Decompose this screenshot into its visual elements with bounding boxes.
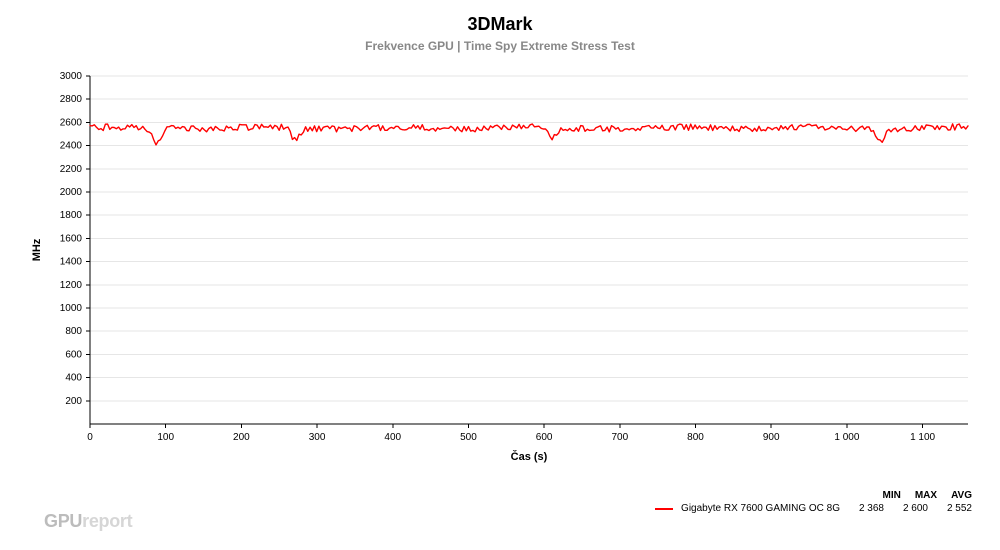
svg-text:800: 800 [687,432,704,443]
legend-col-min: MIN [882,490,900,501]
legend-col-avg: AVG [951,490,972,501]
svg-text:600: 600 [65,349,82,360]
svg-text:2000: 2000 [60,187,83,198]
svg-text:3000: 3000 [60,71,83,82]
legend-swatch-icon [655,508,673,510]
chart-root: 3DMark Frekvence GPU | Time Spy Extreme … [0,0,1000,550]
svg-text:1 000: 1 000 [834,432,859,443]
svg-text:1200: 1200 [60,280,83,291]
plot-area: 2004006008001000120014001600180020002200… [0,0,1000,550]
watermark: GPUreport [44,511,132,532]
svg-text:200: 200 [233,432,250,443]
svg-text:600: 600 [536,432,553,443]
svg-text:800: 800 [65,326,82,337]
svg-text:MHz: MHz [31,238,43,261]
legend-col-max: MAX [915,490,937,501]
svg-text:1600: 1600 [60,233,83,244]
legend-avg: 2 552 [942,503,972,514]
legend: MIN MAX AVG Gigabyte RX 7600 GAMING OC 8… [655,490,972,514]
svg-text:700: 700 [611,432,628,443]
svg-text:2800: 2800 [60,94,83,105]
legend-row: Gigabyte RX 7600 GAMING OC 8G 2 368 2 60… [655,503,972,514]
svg-text:1000: 1000 [60,303,83,314]
svg-text:100: 100 [157,432,174,443]
svg-text:1 100: 1 100 [910,432,935,443]
svg-text:500: 500 [460,432,477,443]
svg-text:900: 900 [763,432,780,443]
watermark-bold: GPU [44,511,82,531]
svg-text:400: 400 [65,373,82,384]
legend-max: 2 600 [898,503,928,514]
svg-text:0: 0 [87,432,93,443]
svg-text:400: 400 [384,432,401,443]
legend-series-name: Gigabyte RX 7600 GAMING OC 8G [681,503,840,514]
svg-text:Čas (s): Čas (s) [511,450,548,463]
legend-min: 2 368 [854,503,884,514]
svg-text:1400: 1400 [60,257,83,268]
svg-text:1800: 1800 [60,210,83,221]
svg-text:2200: 2200 [60,164,83,175]
watermark-light: report [82,511,132,531]
svg-text:200: 200 [65,396,82,407]
svg-text:2600: 2600 [60,117,83,128]
legend-header: MIN MAX AVG [882,490,972,501]
svg-text:300: 300 [309,432,326,443]
legend-values: 2 368 2 600 2 552 [854,503,972,514]
svg-text:2400: 2400 [60,141,83,152]
